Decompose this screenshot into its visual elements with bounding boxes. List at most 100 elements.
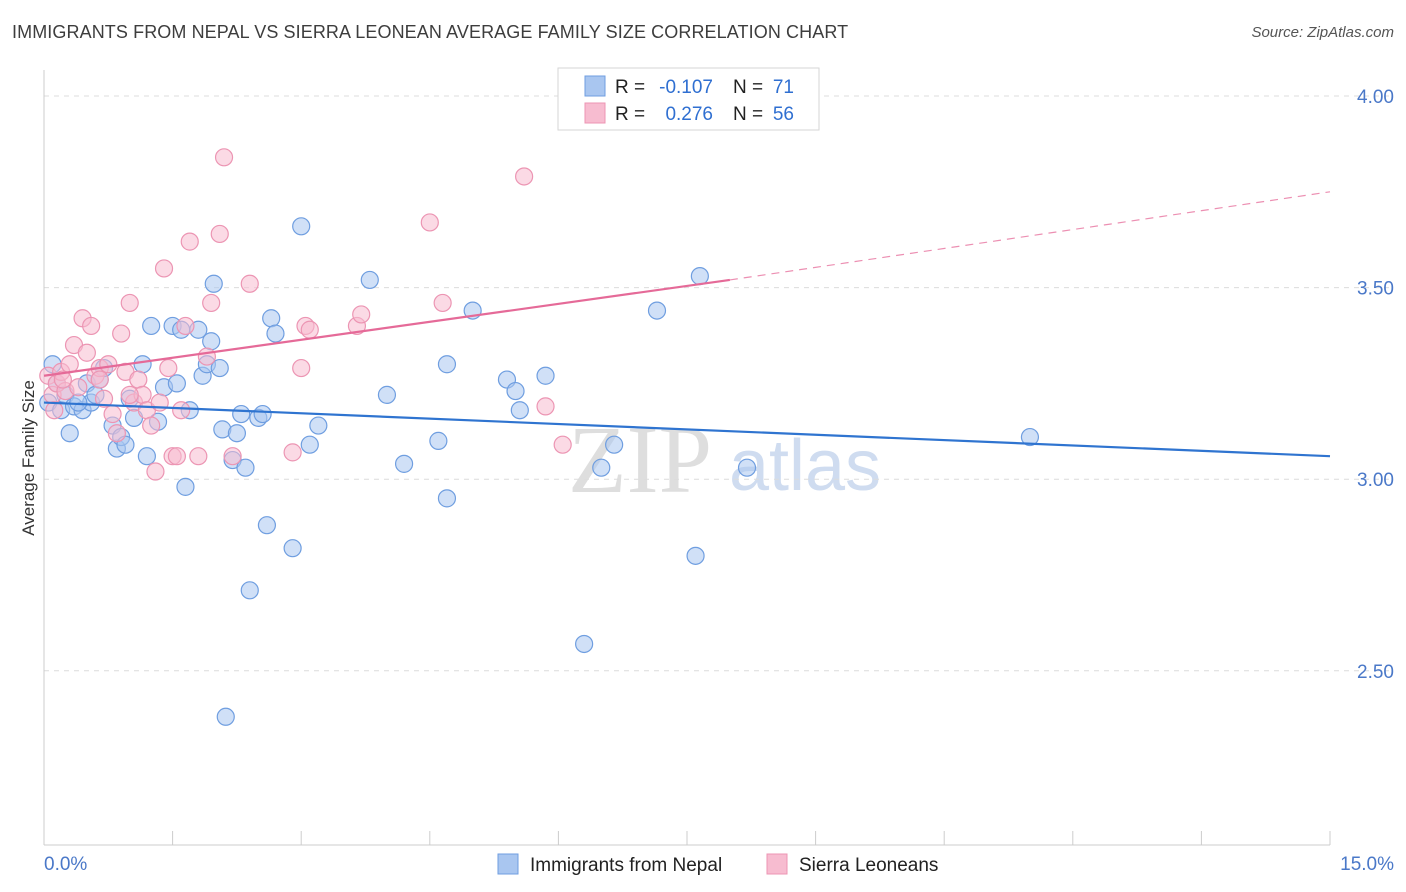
point-nepal (686, 546, 705, 565)
point-nepal (283, 539, 302, 558)
point-nepal (133, 355, 152, 374)
point-sierra (176, 316, 195, 336)
point-sierra (352, 305, 371, 324)
point-sierra (240, 274, 259, 293)
legend-n-label-sierra: N = (733, 104, 763, 125)
trend-line-nepal (43, 401, 1331, 458)
point-sierra (292, 358, 311, 378)
point-sierra (107, 424, 126, 443)
point-sierra (283, 443, 302, 462)
point-nepal (292, 217, 311, 236)
point-nepal (360, 270, 379, 290)
point-nepal (647, 301, 667, 320)
point-nepal (575, 634, 594, 654)
point-sierra (172, 401, 191, 420)
point-nepal (690, 267, 709, 286)
series-nepal-points (39, 217, 1040, 726)
point-sierra (53, 370, 72, 389)
bottom-legend-swatch-nepal (497, 853, 519, 875)
point-sierra (300, 320, 319, 339)
point-sierra (82, 316, 101, 336)
point-sierra (214, 148, 234, 167)
point-nepal (506, 381, 525, 401)
trend-lines (43, 191, 1331, 458)
point-nepal (377, 385, 397, 404)
legend-r-value-sierra: 0.276 (665, 104, 713, 125)
point-sierra (120, 385, 139, 404)
point-nepal (142, 316, 161, 336)
bottom-legend-label-sierra: Sierra Leoneans (799, 855, 938, 876)
point-sierra (69, 378, 88, 397)
point-sierra (146, 462, 165, 481)
series-sierra-points (39, 148, 572, 481)
legend-r-value-nepal: -0.107 (659, 77, 713, 98)
point-sierra (60, 355, 79, 374)
point-nepal (437, 355, 457, 374)
point-nepal (176, 477, 195, 496)
point-sierra (45, 401, 64, 420)
point-nepal (437, 489, 457, 508)
point-sierra (553, 435, 572, 454)
point-nepal (737, 458, 757, 477)
trend-line-sierra (43, 278, 731, 377)
point-nepal (536, 366, 555, 385)
point-sierra (433, 293, 452, 313)
point-sierra (420, 213, 439, 232)
x-ticks (43, 831, 1331, 845)
point-nepal (137, 447, 156, 466)
bottom-legend-label-nepal: Immigrants from Nepal (530, 855, 722, 876)
point-sierra (120, 293, 139, 313)
point-nepal (300, 435, 319, 454)
point-nepal (210, 358, 229, 378)
point-nepal (202, 332, 221, 351)
point-nepal (227, 424, 246, 443)
point-nepal (394, 454, 414, 473)
point-nepal (204, 274, 223, 293)
point-sierra (112, 324, 131, 343)
point-nepal (266, 324, 285, 343)
point-sierra (77, 343, 96, 362)
legend-swatch-nepal (584, 75, 606, 97)
point-nepal (60, 424, 79, 443)
source-label: Source: ZipAtlas.com (1251, 24, 1394, 41)
point-nepal (592, 458, 611, 477)
point-sierra (142, 416, 161, 435)
point-nepal (167, 374, 186, 393)
point-sierra (210, 224, 229, 244)
point-sierra (94, 389, 114, 408)
watermark-zip: ZIP (568, 406, 712, 513)
point-sierra (103, 404, 122, 424)
point-sierra (515, 167, 534, 186)
point-sierra (536, 397, 555, 416)
point-nepal (216, 707, 235, 726)
point-nepal (510, 401, 529, 420)
point-sierra (180, 232, 199, 251)
legend-swatch-sierra (584, 102, 606, 124)
trend-line-sierra-extension (729, 191, 1331, 281)
x-tick-label-max: 15.0% (1340, 854, 1394, 875)
y-tick-label: 2.50 (1357, 662, 1394, 683)
point-nepal (232, 404, 251, 424)
point-nepal (257, 516, 277, 535)
legend-r-label-sierra: R = (615, 104, 645, 125)
bottom-legend-swatch-sierra (766, 853, 788, 875)
point-nepal (309, 416, 328, 435)
y-axis-label: Average Family Size (19, 380, 38, 536)
point-sierra (154, 259, 174, 278)
point-sierra (167, 447, 186, 466)
point-nepal (253, 404, 272, 424)
point-sierra (129, 370, 148, 389)
point-sierra (202, 293, 221, 313)
y-tick-label: 4.00 (1357, 87, 1394, 108)
chart-title: IMMIGRANTS FROM NEPAL VS SIERRA LEONEAN … (12, 22, 849, 42)
legend-box: R = -0.107 N = 71 R = 0.276 N = 56 (557, 67, 820, 131)
point-sierra (159, 358, 178, 378)
point-nepal (262, 309, 281, 328)
legend-n-value-nepal: 71 (773, 77, 794, 98)
x-tick-label-min: 0.0% (44, 854, 87, 875)
legend-r-label-nepal: R = (615, 77, 645, 98)
y-tick-label: 3.50 (1357, 279, 1394, 300)
point-nepal (240, 581, 259, 600)
y-tick-label: 3.00 (1357, 470, 1394, 491)
